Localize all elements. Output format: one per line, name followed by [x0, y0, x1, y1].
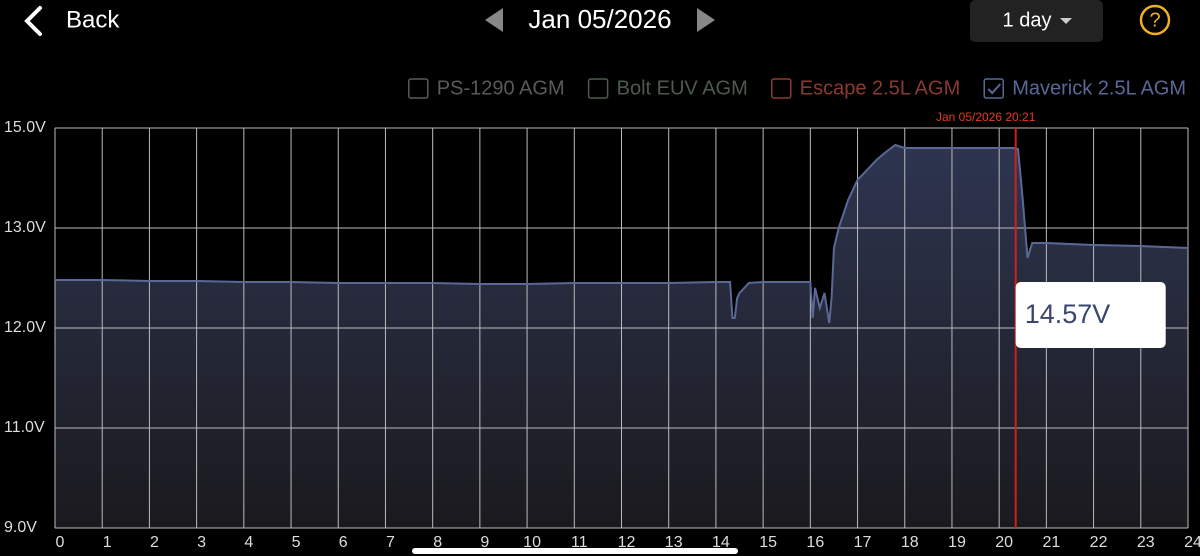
back-icon	[24, 6, 42, 36]
help-ring	[1139, 4, 1171, 36]
legend-checkbox	[983, 78, 1004, 99]
x-tick-label: 21	[1042, 534, 1060, 551]
next-day[interactable]	[697, 8, 715, 32]
x-tick-label: 16	[806, 534, 824, 551]
x-tick-label: 18	[901, 534, 919, 551]
x-tick-label: 5	[292, 534, 301, 551]
x-tick-label: 0	[56, 534, 65, 551]
prev-day[interactable]	[485, 8, 503, 32]
x-tick-label: 23	[1137, 534, 1155, 551]
legend-checkbox	[587, 78, 609, 99]
x-tick-label: 7	[386, 534, 395, 551]
x-tick-label: 20	[995, 534, 1013, 551]
x-tick-label: 24	[1184, 534, 1200, 551]
legend-label: Bolt EUV AGM	[617, 77, 748, 99]
y-tick-label: 13.0V	[4, 219, 46, 236]
cursor-label: Jan 05/2026 20:21	[936, 110, 1036, 124]
x-tick-label: 19	[948, 534, 966, 551]
x-tick-label: 2	[150, 534, 159, 551]
x-tick-label: 11	[571, 534, 588, 551]
range-dropdown[interactable]: 1 day	[970, 0, 1103, 42]
help-button[interactable]: ?	[1139, 4, 1171, 36]
x-tick-label: 15	[759, 534, 777, 551]
home-indicator	[412, 548, 738, 554]
x-tick-label: 9	[480, 534, 489, 551]
x-tick-label: 13	[665, 534, 683, 551]
back-label: Back	[66, 6, 120, 33]
x-tick-label: 6	[339, 534, 348, 551]
y-tick-label: 11.0V	[4, 419, 45, 436]
back-button[interactable]: Back	[24, 6, 120, 36]
x-tick-label: 10	[523, 534, 541, 551]
range-label: 1 day	[1003, 9, 1052, 31]
help-label: ?	[1149, 9, 1160, 31]
x-tick-label: 4	[244, 534, 253, 551]
legend-label: Maverick 2.5L AGM	[1012, 77, 1186, 99]
x-tick-label: 1	[103, 534, 112, 551]
tooltip-box	[1015, 282, 1166, 348]
legend-label: Escape 2.5L AGM	[800, 77, 960, 99]
x-tick-label: 22	[1090, 534, 1108, 551]
x-tick-label: 12	[618, 534, 636, 551]
range-bg	[970, 0, 1103, 42]
x-tick-label: 17	[854, 534, 872, 551]
legend-checkbox	[408, 78, 429, 99]
y-tick-label: 12.0V	[4, 319, 46, 336]
legend-check	[987, 83, 1001, 95]
legend-checkbox	[771, 78, 792, 99]
y-tick-label: 9.0V	[4, 519, 37, 536]
x-tick-label: 14	[712, 534, 730, 551]
x-tick-label: 8	[433, 534, 442, 551]
x-tick-label: 3	[197, 534, 206, 551]
y-tick-label: 15.0V	[4, 119, 46, 136]
series-line	[55, 143, 1189, 324]
range-caret	[1060, 18, 1072, 24]
legend-label: PS-1290 AGM	[437, 77, 565, 99]
tooltip-value: 14.57V	[1025, 299, 1111, 329]
date-label: Jan 05/2026	[528, 4, 671, 34]
